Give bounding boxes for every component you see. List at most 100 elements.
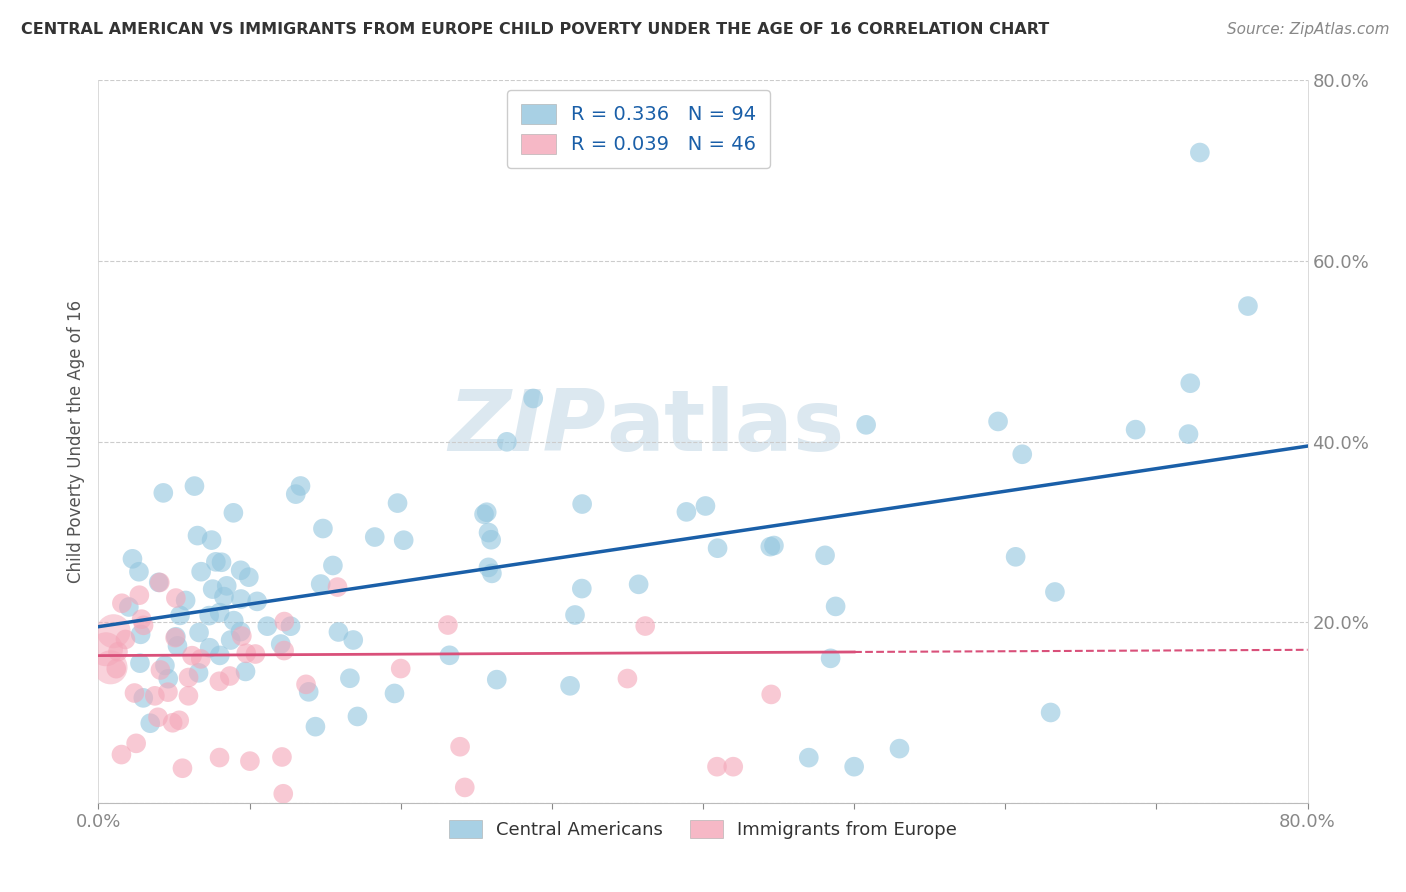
Point [328,624,350,639]
Point [218,669,240,683]
Point [271,750,294,764]
Point [304,720,326,734]
Point [256,619,278,633]
Point [1011,447,1033,461]
Point [105,662,128,676]
Point [437,618,460,632]
Point [472,508,495,522]
Point [797,750,820,764]
Point [205,555,228,569]
Point [169,608,191,623]
Point [290,479,312,493]
Point [339,671,361,685]
Point [384,686,406,700]
Point [439,648,461,663]
Point [229,592,252,607]
Point [128,565,150,579]
Point [298,685,321,699]
Point [1188,145,1211,160]
Point [188,625,211,640]
Point [111,596,134,610]
Point [208,648,231,663]
Point [146,710,169,724]
Point [129,627,152,641]
Point [132,690,155,705]
Point [186,528,208,542]
Point [177,671,200,685]
Point [165,630,187,644]
Point [166,639,188,653]
Point [1043,585,1066,599]
Point [162,715,184,730]
Point [485,673,508,687]
Point [152,486,174,500]
Point [1004,549,1026,564]
Point [239,754,262,768]
Point [94,642,117,657]
Point [245,647,267,661]
Point [187,665,209,680]
Point [477,525,499,540]
Point [121,551,143,566]
Point [634,619,657,633]
Point [149,575,172,590]
Text: ZIP: ZIP [449,385,606,468]
Point [190,652,212,666]
Point [987,414,1010,428]
Point [522,392,544,406]
Point [110,747,132,762]
Point [174,593,197,607]
Point [271,787,294,801]
Point [723,760,745,774]
Point [564,607,586,622]
Point [201,582,224,596]
Point [238,570,260,584]
Point [496,434,519,449]
Point [1039,706,1062,720]
Point [759,540,782,554]
Point [454,780,477,795]
Point [181,648,204,663]
Point [246,594,269,608]
Point [148,575,170,590]
Point [198,608,221,623]
Point [177,689,200,703]
Point [814,549,837,563]
Point [114,632,136,647]
Point [128,588,150,602]
Point [229,624,252,639]
Point [389,662,412,676]
Point [706,541,728,556]
Point [889,741,911,756]
Point [100,660,122,674]
Point [273,643,295,657]
Point [280,619,302,633]
Point [1180,376,1202,391]
Point [235,646,257,660]
Point [107,645,129,659]
Point [208,750,231,764]
Point [153,658,176,673]
Point [322,558,344,573]
Point [364,530,387,544]
Point [558,679,581,693]
Point [103,624,125,639]
Point [477,560,499,574]
Point [481,566,503,581]
Point [346,709,368,723]
Point [200,533,222,548]
Point [706,760,728,774]
Point [198,640,221,655]
Point [695,499,717,513]
Point [125,736,148,750]
Point [855,417,877,432]
Point [167,714,190,728]
Point [231,629,253,643]
Point [309,577,332,591]
Y-axis label: Child Poverty Under the Age of 16: Child Poverty Under the Age of 16 [66,300,84,583]
Point [131,612,153,626]
Point [342,632,364,647]
Point [235,665,257,679]
Point [129,656,152,670]
Point [270,637,292,651]
